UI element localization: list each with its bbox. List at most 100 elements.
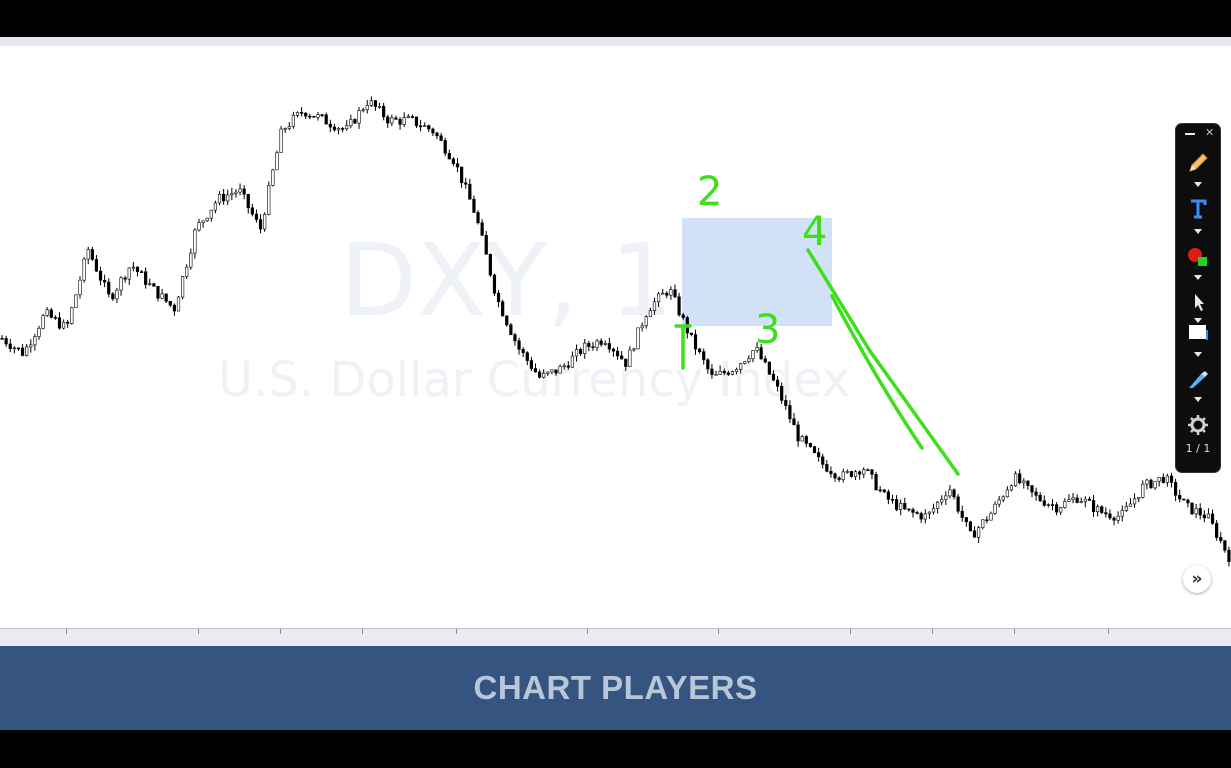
candle-body — [1169, 475, 1174, 483]
candle-body — [940, 499, 944, 503]
candle-body — [1223, 540, 1227, 551]
candle-body — [817, 452, 821, 458]
candle-body — [1153, 480, 1157, 489]
scroll-to-latest-button[interactable]: » — [1183, 565, 1211, 593]
chevron-down-icon[interactable] — [1194, 352, 1202, 357]
candle-body — [1042, 500, 1046, 506]
candle-body — [853, 471, 858, 477]
candle-body — [702, 351, 706, 361]
candle-body — [722, 370, 726, 374]
candle-body — [53, 317, 57, 319]
chevron-down-icon[interactable] — [1194, 397, 1202, 402]
candle-body — [62, 321, 66, 329]
pencil-tool-button[interactable] — [1176, 152, 1220, 174]
candle-body — [41, 315, 45, 329]
minimize-icon[interactable] — [1185, 133, 1195, 135]
annotation-toolbar: ✕ — [1176, 124, 1220, 472]
candle-body — [1178, 494, 1182, 500]
candle-body — [542, 373, 546, 378]
chevron-down-icon[interactable] — [1194, 275, 1202, 280]
candle-body — [894, 499, 899, 510]
candle-body — [410, 116, 414, 118]
candle-body — [636, 327, 640, 350]
candle-body — [250, 207, 254, 215]
candlestick-chart[interactable] — [0, 46, 1231, 628]
candle-body — [821, 456, 825, 465]
candle-body — [862, 469, 866, 475]
candle-body — [20, 347, 25, 356]
candle-body — [1174, 482, 1178, 496]
candle-body — [763, 358, 767, 363]
candle-body — [451, 158, 456, 164]
close-icon[interactable]: ✕ — [1205, 127, 1215, 139]
candle-body — [620, 355, 624, 360]
time-tick — [362, 629, 363, 634]
candle-body — [267, 185, 271, 215]
candle-body — [718, 370, 722, 375]
time-tick — [932, 629, 933, 634]
candle-body — [841, 471, 845, 480]
settings-button[interactable] — [1176, 414, 1220, 436]
candle-body — [669, 289, 673, 296]
highlight-box — [682, 218, 832, 326]
time-tick — [718, 629, 719, 634]
candle-body — [628, 349, 632, 367]
chevron-down-icon[interactable] — [1194, 182, 1202, 187]
annotation-label-2: 2 — [697, 169, 723, 215]
chevron-down-icon[interactable] — [1194, 229, 1202, 234]
candle-body — [1001, 496, 1005, 501]
candle-body — [1059, 507, 1063, 513]
candle-body — [525, 352, 529, 361]
highlighter-tool-button[interactable] — [1176, 368, 1220, 390]
candle-body — [271, 169, 275, 186]
candle-body — [796, 424, 800, 442]
candle-body — [972, 530, 977, 538]
candle-body — [751, 350, 755, 360]
candle-body — [345, 125, 349, 130]
candle-body — [74, 294, 78, 309]
candle-body — [681, 314, 685, 318]
candle-body — [1202, 514, 1206, 519]
candle-body — [673, 289, 677, 298]
chart-area[interactable] — [0, 37, 1231, 646]
candle-body — [1063, 501, 1067, 508]
eraser-tool-button[interactable] — [1176, 322, 1220, 346]
candle-body — [439, 135, 443, 141]
candle-body — [398, 118, 402, 125]
candle-body — [936, 501, 940, 509]
candle-body — [615, 350, 620, 357]
candle-body — [693, 334, 698, 350]
candle-body — [275, 152, 279, 171]
candle-body — [689, 332, 694, 335]
candle-body — [365, 105, 369, 111]
candle-body — [1215, 523, 1219, 538]
candle-body — [111, 293, 115, 300]
candle-body — [529, 360, 533, 369]
candle-body — [562, 365, 566, 368]
candle-body — [402, 117, 406, 125]
candle-body — [837, 477, 841, 480]
candle-body — [107, 281, 111, 295]
candle-body — [579, 349, 583, 354]
symbol-watermark: DXY, 1h — [340, 222, 738, 339]
candle-body — [964, 517, 968, 523]
chevron-down-icon[interactable] — [1194, 318, 1202, 323]
candle-body — [743, 361, 747, 364]
candle-body — [1116, 515, 1120, 521]
candle-body — [775, 379, 780, 387]
candle-body — [591, 346, 595, 348]
pointer-tool-button[interactable] — [1176, 291, 1220, 313]
candle-body — [554, 369, 558, 374]
candle-body — [993, 503, 997, 514]
candle-body — [390, 117, 394, 124]
candle-body — [1067, 499, 1071, 502]
candle-body — [164, 293, 168, 302]
candle-body — [1026, 480, 1030, 486]
candle-body — [739, 363, 743, 370]
candle-body — [139, 271, 144, 273]
candles-group — [0, 96, 1231, 567]
text-tool-button[interactable] — [1176, 198, 1220, 220]
candle-body — [197, 222, 201, 231]
candle-body — [123, 277, 127, 280]
color-picker-button[interactable] — [1176, 246, 1220, 268]
